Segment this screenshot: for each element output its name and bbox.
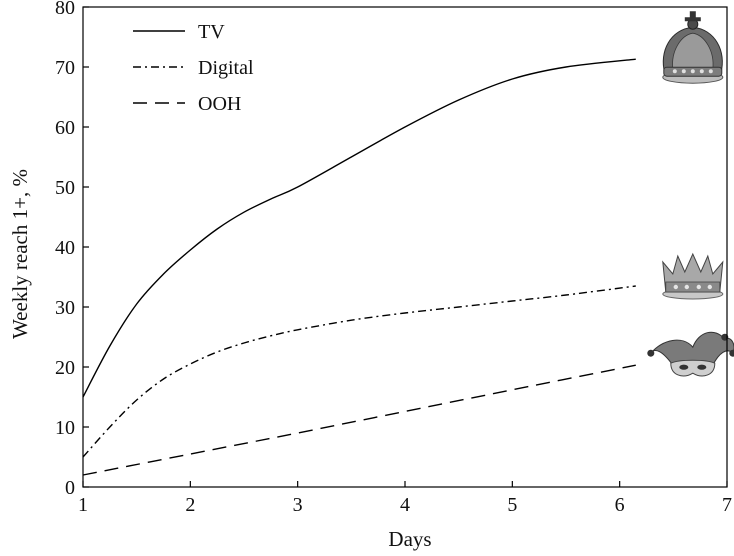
x-tick-label: 2: [185, 494, 195, 516]
y-tick-label: 30: [55, 297, 75, 319]
x-tick-label: 1: [78, 494, 88, 516]
y-tick-label: 20: [55, 357, 75, 379]
legend-label-ooh: OOH: [198, 93, 241, 115]
x-axis-label: Days: [388, 527, 431, 551]
y-tick-label: 70: [55, 57, 75, 79]
y-tick-label: 80: [55, 0, 75, 19]
series-line-tv: [82, 58, 636, 398]
royal-crown-icon: [662, 11, 724, 84]
x-tick-label: 3: [293, 494, 303, 516]
silver-crown-icon: [662, 252, 724, 300]
x-tick-label: 5: [507, 494, 517, 516]
legend: TV Digital OOH: [133, 21, 254, 115]
plot-area: [82, 11, 734, 476]
y-tick-label: 10: [55, 417, 75, 439]
series-line-ooh: [82, 364, 636, 476]
y-tick-label: 50: [55, 177, 75, 199]
x-tick-label: 6: [615, 494, 625, 516]
legend-label-tv: TV: [198, 21, 225, 43]
y-axis-label: Weekly reach 1+, %: [8, 169, 32, 339]
y-tick-label: 60: [55, 117, 75, 139]
series-line-digital: [82, 285, 636, 458]
y-tick-label: 40: [55, 237, 75, 259]
jester-hat-icon: [647, 331, 734, 377]
x-tick-label: 7: [722, 494, 732, 516]
x-tick-label: 4: [400, 494, 410, 516]
y-tick-label: 0: [65, 477, 75, 499]
legend-label-digital: Digital: [198, 57, 254, 79]
